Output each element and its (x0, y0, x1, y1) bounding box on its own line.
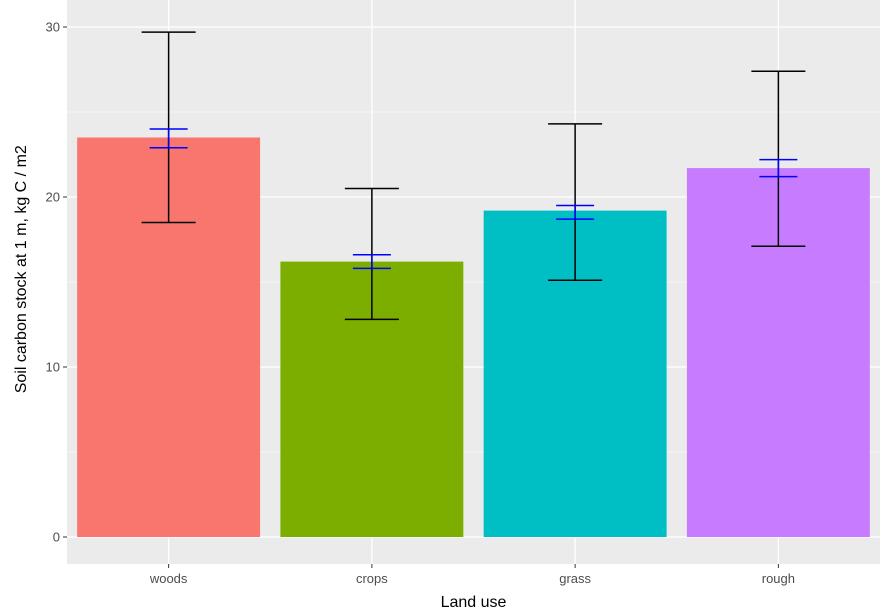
x-tick-label-rough: rough (762, 571, 795, 586)
y-axis-title: Soil carbon stock at 1 m, kg C / m2 (13, 145, 30, 393)
sd-error-bar-crops (344, 187, 399, 321)
y-axis: 0 10 20 30 (46, 20, 67, 545)
x-axis: woods crops grass rough (149, 564, 795, 586)
y-tick-label: 10 (46, 360, 60, 375)
se-error-bar-crops (352, 254, 391, 270)
se-error-bar-rough (759, 158, 798, 178)
sd-error-bar-rough (751, 70, 806, 248)
x-tick-label-woods: woods (149, 571, 188, 586)
x-tick-label-grass: grass (559, 571, 591, 586)
y-tick-label: 0 (53, 530, 60, 545)
y-tick-label: 30 (46, 20, 60, 35)
sd-error-bar-woods (141, 31, 196, 224)
error-bars (141, 31, 806, 321)
x-axis-title: Land use (441, 594, 507, 611)
x-tick-label-crops: crops (356, 571, 388, 586)
sd-error-bar-grass (548, 123, 603, 282)
y-tick-label: 20 (46, 190, 60, 205)
se-error-bar-woods (149, 128, 188, 149)
se-error-bar-grass (556, 204, 595, 220)
